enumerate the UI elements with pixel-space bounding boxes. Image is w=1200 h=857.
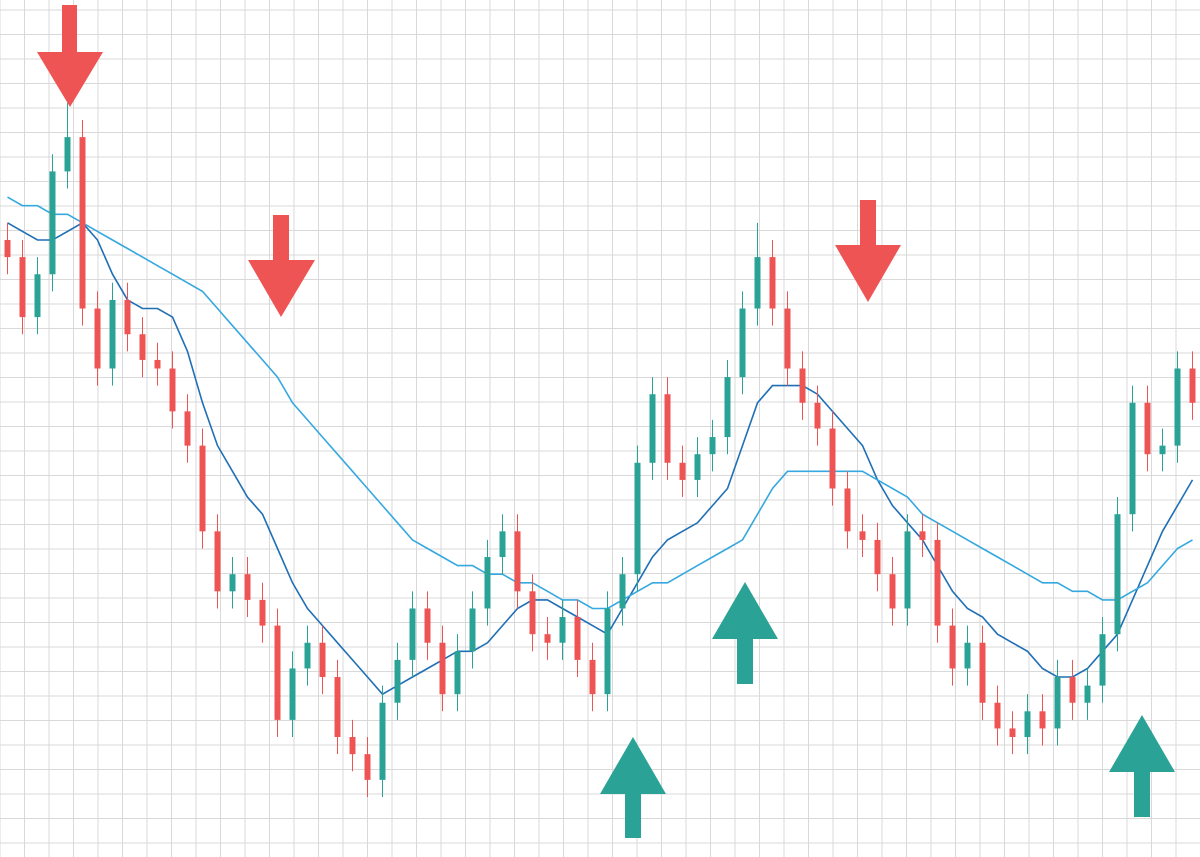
sell-arrow: [835, 200, 901, 302]
candle-body: [889, 574, 896, 609]
candle-body: [1024, 711, 1031, 738]
candle-body: [574, 617, 581, 660]
candle-body: [544, 634, 551, 643]
candle-body: [184, 411, 191, 446]
buy-arrow: [600, 737, 666, 838]
candle-body: [964, 642, 971, 669]
candle-body: [484, 557, 491, 609]
candle-body: [514, 531, 521, 592]
candle-body: [229, 574, 236, 592]
candle-body: [1084, 685, 1091, 703]
candle-body: [859, 531, 866, 540]
buy-arrow: [1109, 715, 1175, 817]
candle-body: [919, 531, 926, 540]
candle-body: [904, 531, 911, 609]
candle-body: [784, 308, 791, 369]
candle-body: [139, 334, 146, 360]
candle-body: [169, 368, 176, 412]
candle-body: [199, 445, 206, 532]
candle-body: [439, 642, 446, 695]
candle-body: [1069, 677, 1076, 703]
candle-body: [409, 608, 416, 660]
candle-body: [364, 754, 371, 780]
candle-body: [244, 574, 251, 600]
candle-body: [79, 137, 86, 309]
candle-body: [34, 274, 41, 318]
candle-body: [814, 402, 821, 429]
candle-body: [619, 574, 626, 609]
candle-body: [694, 454, 701, 480]
candle-body: [289, 668, 296, 720]
moving-average-line: [7, 221, 1194, 696]
candle-body: [604, 608, 611, 695]
candle-body: [769, 257, 776, 309]
candle-body: [1054, 677, 1061, 729]
candle-body: [499, 531, 506, 558]
candle-body: [454, 651, 461, 695]
plot: [4, 102, 1196, 798]
candle-body: [559, 617, 566, 643]
candle-body: [349, 737, 356, 755]
candle-body: [1129, 402, 1136, 515]
candle-body: [394, 659, 401, 703]
candle-body: [1189, 368, 1196, 403]
candle-body: [1174, 368, 1181, 446]
candle-body: [1009, 728, 1016, 738]
candle-body: [154, 359, 161, 369]
candle-body: [934, 539, 941, 626]
candle-body: [634, 462, 641, 575]
candle-body: [469, 608, 476, 652]
candle-body: [19, 257, 26, 318]
candle-body: [1144, 402, 1151, 455]
candle-body: [799, 368, 806, 403]
candle-body: [319, 642, 326, 678]
sell-arrow: [37, 5, 103, 107]
candle-body: [994, 702, 1001, 729]
candle-body: [844, 488, 851, 532]
candle-body: [334, 677, 341, 738]
candle-body: [1039, 711, 1046, 729]
candle-body: [529, 591, 536, 635]
candle-body: [4, 239, 11, 258]
candle-body: [1114, 514, 1121, 635]
candle-body: [724, 377, 731, 438]
candle-body: [979, 642, 986, 703]
candle-body: [589, 659, 596, 695]
candle-body: [949, 625, 956, 669]
candle-body: [259, 599, 266, 626]
candle-body: [1099, 634, 1106, 686]
candle-body: [124, 299, 131, 335]
candle-body: [64, 137, 71, 172]
sell-arrow: [248, 215, 315, 317]
candle-body: [664, 394, 671, 463]
candle-body: [649, 394, 656, 463]
signal-arrows: [37, 5, 1175, 838]
candle-body: [49, 171, 56, 275]
candle-body: [1159, 445, 1166, 455]
candle-body: [739, 308, 746, 378]
candle-body: [94, 308, 101, 369]
candle-body: [829, 428, 836, 489]
candle-body: [304, 642, 311, 669]
candle-body: [274, 625, 281, 720]
candle-body: [709, 437, 716, 455]
candle-body: [679, 462, 686, 480]
candle-body: [874, 539, 881, 575]
candle-body: [754, 257, 761, 309]
moving-average-line: [7, 196, 1193, 610]
candle-body: [109, 299, 116, 369]
candle-body: [379, 702, 386, 780]
candle-body: [424, 608, 431, 643]
candle-body: [214, 531, 221, 592]
buy-arrow: [712, 582, 778, 684]
